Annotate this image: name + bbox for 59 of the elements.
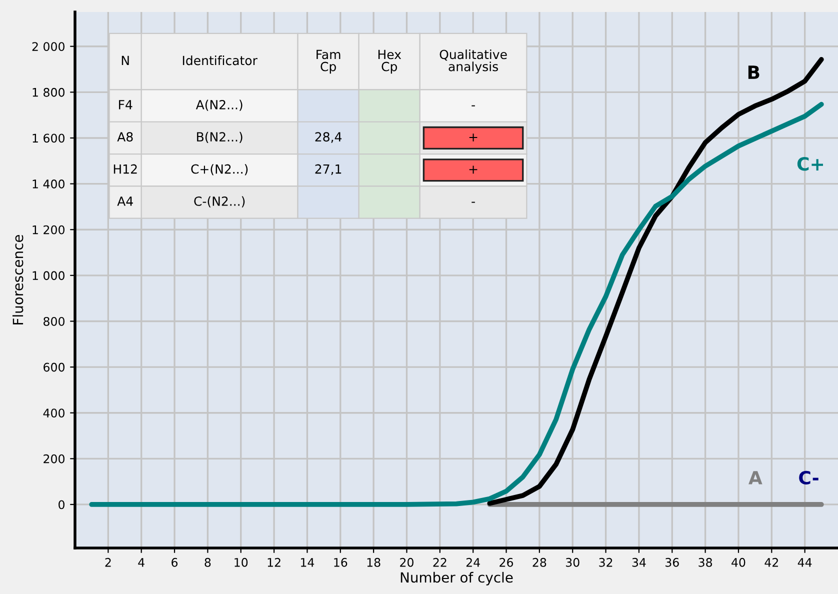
x-tick-label: 26 xyxy=(500,558,514,567)
annotation: C-(N2...) xyxy=(194,196,245,208)
x-tick-label: 28 xyxy=(532,558,546,567)
y-tick-label: 1 800 xyxy=(32,88,64,97)
annotation: + xyxy=(469,134,478,142)
series-label: A xyxy=(748,471,762,484)
x-tick-label: 4 xyxy=(138,558,144,567)
x-tick-label: 12 xyxy=(268,558,280,567)
x-tick-label: 22 xyxy=(433,558,446,567)
annotation: Qualitative analysis xyxy=(440,49,507,74)
y-tick-label: 200 xyxy=(44,454,64,464)
y-tick-label: 400 xyxy=(43,408,64,418)
x-tick-label: 2 xyxy=(105,558,111,567)
y-tick-label: 1 400 xyxy=(32,180,64,188)
annotation: A(N2...) xyxy=(196,100,242,111)
x-tick-label: 40 xyxy=(732,558,746,567)
y-tick-label: 0 xyxy=(58,500,64,510)
annotation: B(N2...) xyxy=(197,132,242,144)
annotation: F4 xyxy=(119,100,132,110)
x-tick-label: 36 xyxy=(666,558,679,567)
y-tick-label: 2 000 xyxy=(32,42,64,52)
x-tick-label: 30 xyxy=(566,558,580,567)
series-label: C+ xyxy=(797,157,823,171)
y-tick-label: 600 xyxy=(44,362,64,372)
x-tick-label: 44 xyxy=(798,558,812,567)
annotation: - xyxy=(472,202,475,203)
x-tick-label: 42 xyxy=(764,558,778,567)
annotation: N xyxy=(122,56,129,66)
x-tick-label: 6 xyxy=(172,558,178,567)
x-tick-label: 14 xyxy=(301,558,314,567)
annotation: 27,1 xyxy=(315,164,342,176)
annotation: - xyxy=(472,105,475,106)
x-tick-label: 8 xyxy=(204,558,211,567)
annotation: Hex Cp xyxy=(378,50,402,74)
annotation: H12 xyxy=(114,164,137,174)
annotation: A8 xyxy=(117,132,133,142)
series-label: B xyxy=(748,66,760,79)
y-tick-label: 1 600 xyxy=(32,134,64,143)
y-tick-label: 800 xyxy=(44,316,64,326)
y-tick-label: 1 000 xyxy=(32,271,64,280)
line-series xyxy=(89,102,824,507)
annotation: Identificator xyxy=(182,56,258,66)
x-tick-label: 10 xyxy=(234,558,248,567)
x-tick-label: 24 xyxy=(466,558,480,567)
annotation: + xyxy=(469,166,478,174)
x-tick-label: 38 xyxy=(698,558,712,567)
annotation: Fam Cp xyxy=(316,50,340,74)
annotation: 28,4 xyxy=(315,132,342,143)
x-tick-label: 34 xyxy=(632,558,646,567)
x-tick-label: 20 xyxy=(400,558,414,567)
y-axis-title: Fluorescence xyxy=(12,234,24,324)
y-tick-label: 1 200 xyxy=(32,225,64,234)
annotation: A4 xyxy=(117,196,133,206)
legend-label: C- xyxy=(799,470,818,485)
x-tick-label: 16 xyxy=(334,558,348,567)
annotation: C+(N2...) xyxy=(191,164,248,176)
x-axis-title: Number of cycle xyxy=(400,572,513,586)
x-tick-label: 32 xyxy=(599,558,612,567)
x-tick-label: 18 xyxy=(367,558,380,567)
